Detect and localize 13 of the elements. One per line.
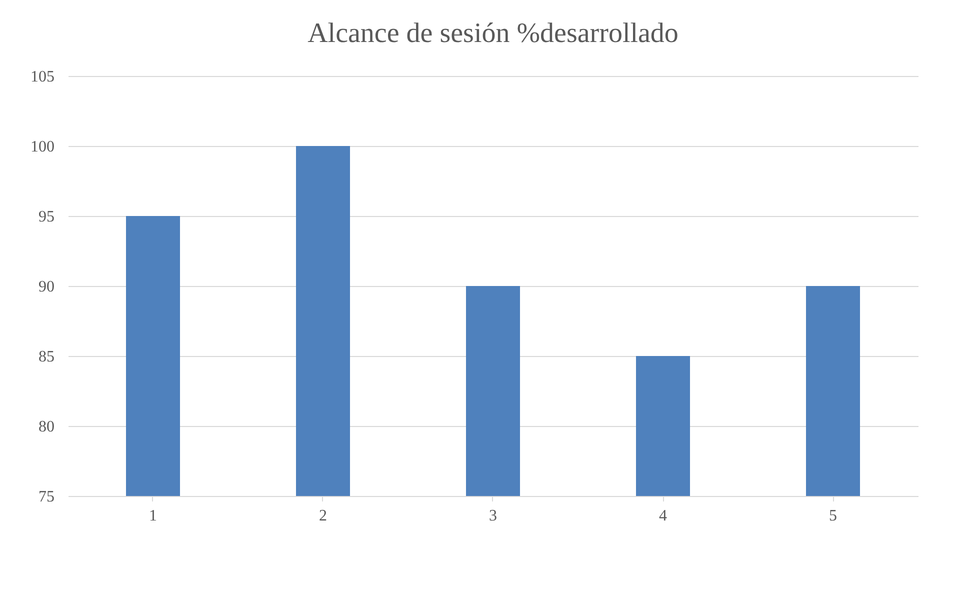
x-tick-label: 3 [489, 508, 497, 524]
chart-title: Alcance de sesión %desarrollado [308, 18, 678, 49]
y-tick-label: 105 [30, 68, 54, 86]
y-tick-label: 100 [30, 138, 54, 156]
y-tick-label: 90 [38, 278, 54, 296]
x-tick-label: 5 [829, 508, 837, 524]
x-tick-label: 4 [659, 508, 667, 524]
y-tick-label: 85 [38, 348, 54, 366]
x-tick-label: 1 [149, 508, 157, 524]
y-tick-label: 95 [38, 208, 54, 226]
y-tick-label: 75 [38, 488, 54, 506]
y-tick-label: 80 [38, 418, 54, 436]
x-tick-label: 2 [319, 508, 327, 524]
